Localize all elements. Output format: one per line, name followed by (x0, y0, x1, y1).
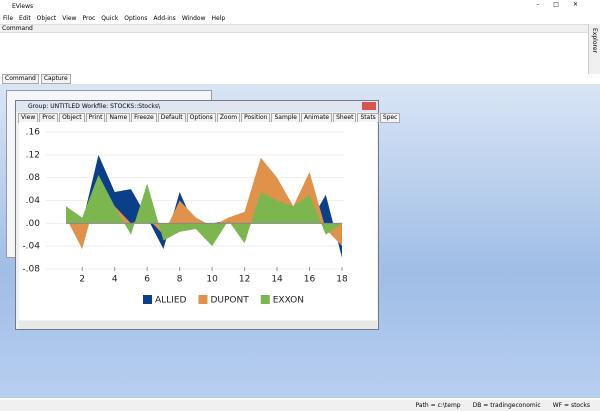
tab[interactable]: Command (2, 74, 39, 84)
menu-item[interactable]: Proc (82, 14, 96, 22)
x-tick-label: 4 (112, 275, 118, 285)
menu-item[interactable]: Add-ins (153, 14, 176, 22)
y-tick-label: .08 (26, 173, 41, 183)
title-bar: EViews –□✕ (0, 0, 600, 12)
x-tick-label: 10 (206, 275, 218, 285)
menu-item[interactable]: Edit (19, 14, 31, 22)
menu-item[interactable]: Quick (101, 14, 119, 22)
x-tick-label: 18 (336, 275, 348, 285)
area (66, 174, 342, 247)
x-tick-label: 16 (304, 275, 316, 285)
menu-item[interactable]: Options (124, 14, 148, 22)
legend-swatch (260, 295, 270, 304)
x-tick-label: 14 (271, 275, 283, 285)
side-panel[interactable]: Command Explorer (588, 24, 600, 74)
tab[interactable]: Capture (40, 74, 71, 84)
y-tick-label: -.04 (22, 242, 40, 252)
menu-item[interactable]: Help (211, 14, 226, 22)
menu-item[interactable]: Object (36, 14, 57, 22)
x-tick-label: 2 (79, 275, 85, 285)
menu-bar: File Edit Object View Proc Quick Options Add-in… (3, 13, 225, 23)
group-title: Group: UNTITLED Workfile: STOCKS::Stocks… (28, 103, 161, 110)
legend-label: ALLIED (155, 296, 187, 306)
status-item: DB = tradingeconomic (472, 402, 541, 409)
command-label: Command (2, 25, 33, 32)
group-title-bar: Group: UNTITLED Workfile: STOCKS::Stocks… (16, 101, 378, 112)
area (66, 157, 342, 250)
command-header: Command (0, 24, 588, 33)
y-tick-label: .12 (26, 150, 40, 160)
menu-item[interactable]: Window (181, 14, 206, 22)
toolbar-button[interactable]: Spec (379, 112, 401, 123)
side-panel-label: Command Explorer (591, 28, 600, 59)
y-tick-label: .00 (26, 219, 41, 229)
tab-bar: Command Capture (2, 74, 71, 84)
status-item: WF = stocks (552, 402, 590, 409)
x-tick-label: 8 (177, 275, 183, 285)
area (66, 154, 342, 258)
y-tick-label: -.08 (22, 265, 40, 275)
chart: -.08 -.04 .00 .04 .08 .12 .16 2 4 6 8 10 12 14 16 18 ALL… (22, 128, 348, 306)
status-item: Path = c:\temp (415, 402, 461, 409)
y-tick-label: .04 (26, 196, 41, 206)
y-tick-label: .16 (26, 128, 41, 138)
legend-label: DUPONT (210, 296, 249, 306)
legend-swatch (198, 295, 208, 304)
command-area[interactable] (0, 33, 588, 73)
legend-swatch (143, 295, 152, 304)
app-title: EViews (12, 3, 34, 10)
menu-item[interactable]: File (3, 14, 14, 22)
status-bar: Path = c:\temp DB = tradingeconomic WF = s… (0, 400, 600, 411)
scrollbar[interactable] (19, 321, 377, 329)
x-tick-label: 12 (239, 275, 250, 285)
menu-item[interactable]: View (62, 14, 77, 22)
legend-label: EXXON (273, 296, 304, 306)
x-tick-label: 6 (144, 275, 150, 285)
